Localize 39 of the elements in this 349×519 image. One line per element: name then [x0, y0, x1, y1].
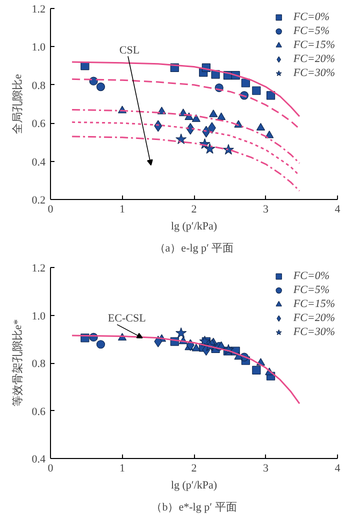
legend-label: FC=5%	[293, 25, 330, 37]
x-tick-label: 0	[48, 462, 54, 474]
y-axis-title: 全局孔隙比e	[10, 74, 24, 134]
y-tick-label: 0.8	[32, 358, 46, 370]
x-tick-label: 0	[48, 204, 54, 216]
y-tick-label: 0.4	[32, 454, 46, 466]
text: （a）e-lg p′ 平面	[154, 242, 234, 254]
y-tick-label: 0.2	[32, 194, 46, 206]
y-tick-label: 1.2	[32, 4, 46, 16]
legend-label: FC=30%	[293, 326, 335, 338]
x-tick-label: 3	[263, 204, 269, 216]
x-tick-label: 1	[120, 462, 125, 474]
annotation: EC-CSL	[108, 312, 146, 325]
x-tick-label: 1	[120, 204, 125, 216]
x-tick-label: 2	[191, 204, 197, 216]
x-tick-label: 4	[334, 204, 341, 216]
y-tick-label: 1.0	[32, 42, 46, 54]
text: （b）e*-lg p′ 平面	[151, 502, 237, 514]
legend-label: FC=15%	[293, 39, 335, 51]
y-tick-label: 1.0	[32, 310, 46, 322]
legend-label: FC=0%	[293, 270, 330, 282]
legend-label: FC=30%	[293, 67, 335, 79]
legend-label: FC=0%	[293, 11, 330, 23]
x-tick-label: 2	[191, 462, 197, 474]
x-tick-label: 4	[334, 462, 341, 474]
y-tick-label: 0.4	[32, 156, 46, 168]
x-axis-title: lg (p′/kPa)	[170, 480, 218, 492]
y-axis-title: 等效骨架孔隙比e*	[10, 319, 24, 407]
legend-label: FC=15%	[293, 298, 335, 310]
y-tick-label: 1.2	[32, 262, 46, 274]
annotation: CSL	[119, 44, 140, 56]
y-tick-label: 0.6	[32, 406, 46, 418]
legend-label: FC=20%	[293, 312, 335, 324]
y-tick-label: 0.6	[32, 118, 46, 130]
y-tick-label: 0.8	[32, 80, 46, 92]
legend-label: FC=20%	[293, 53, 335, 65]
x-tick-label: 3	[263, 462, 269, 474]
legend-label: FC=5%	[293, 284, 330, 296]
x-axis-title: lg (p′/kPa)	[170, 220, 218, 232]
